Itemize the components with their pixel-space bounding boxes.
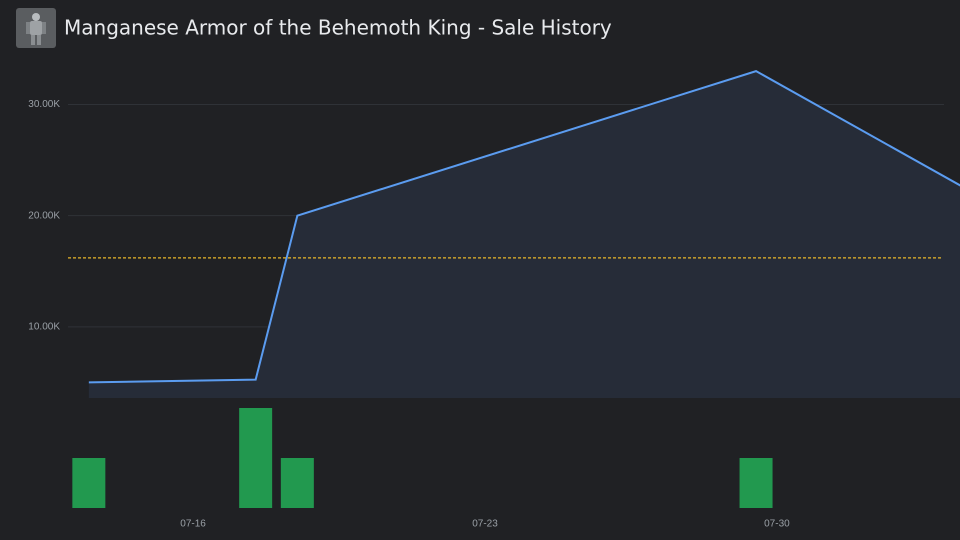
y-tick-label: 30.00K: [28, 99, 60, 110]
item-icon: [16, 8, 56, 48]
x-tick-label: 07-16: [180, 519, 206, 530]
volume-bar: [280, 458, 314, 508]
volume-bar: [239, 408, 273, 508]
y-tick-label: 20.00K: [28, 210, 60, 221]
volume-bar: [739, 458, 773, 508]
volume-bar: [72, 458, 106, 508]
price-line: [88, 70, 960, 384]
x-tick-label: 07-23: [472, 519, 498, 530]
x-tick-label: 07-30: [764, 519, 790, 530]
chart-title: Manganese Armor of the Behemoth King - S…: [64, 16, 612, 40]
price-area: [88, 71, 960, 398]
y-tick-label: 10.00K: [28, 321, 60, 332]
